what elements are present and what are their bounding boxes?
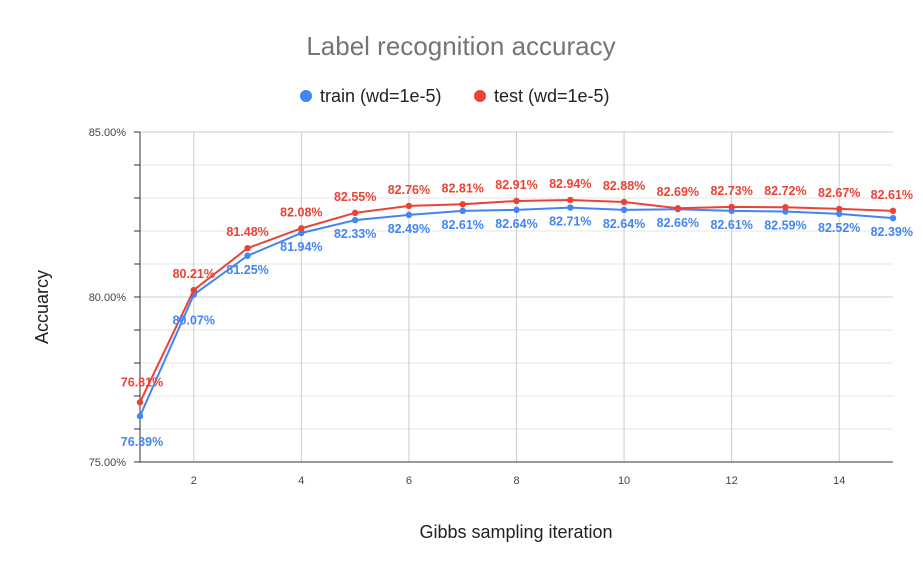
data-point-test	[351, 209, 359, 217]
y-tick-label: 75.00%	[89, 457, 127, 469]
data-label-train: 82.49%	[388, 222, 430, 236]
data-label-train: 82.39%	[871, 225, 913, 239]
data-label-train: 82.61%	[710, 218, 752, 232]
data-label-test: 82.88%	[603, 179, 645, 193]
legend-label-test: test (wd=1e-5)	[494, 86, 610, 106]
x-axis-title: Gibbs sampling iteration	[419, 522, 612, 542]
x-tick-label: 8	[513, 475, 519, 487]
x-tick-label: 6	[406, 475, 412, 487]
chart-title: Label recognition accuracy	[306, 31, 615, 61]
data-point-test	[674, 205, 682, 212]
x-tick-label: 10	[618, 475, 630, 487]
data-label-train: 82.66%	[657, 216, 699, 230]
legend-marker-test	[474, 90, 486, 102]
data-label-test: 80.21%	[173, 267, 215, 281]
data-label-test: 81.48%	[226, 225, 268, 239]
data-point-test	[136, 399, 144, 406]
data-point-test	[190, 286, 197, 294]
data-label-test: 82.67%	[818, 186, 860, 200]
data-point-test	[836, 205, 843, 213]
y-tick-labels: 75.00% 80.00% 85.00%	[89, 127, 127, 469]
data-labels: 76.39% 80.07% 81.25% 81.94% 82.33% 82.49% 82.6…	[121, 177, 913, 449]
data-label-train: 81.94%	[280, 240, 322, 254]
legend-label-train: train (wd=1e-5)	[320, 86, 442, 106]
data-label-test: 82.61%	[871, 188, 913, 202]
data-label-test: 82.08%	[280, 205, 322, 219]
data-point-train	[836, 210, 843, 218]
data-point-train	[405, 211, 413, 219]
x-tick-label: 4	[298, 475, 304, 487]
axes	[134, 131, 893, 463]
data-point-test	[513, 197, 520, 205]
data-label-test: 82.76%	[388, 183, 430, 197]
x-tick-label: 14	[833, 475, 845, 487]
legend: train (wd=1e-5) test (wd=1e-5)	[300, 86, 610, 106]
data-label-train: 76.39%	[121, 435, 163, 449]
data-point-train	[136, 412, 144, 420]
x-tick-label: 2	[191, 475, 197, 487]
data-point-train	[298, 229, 305, 237]
data-label-train: 82.71%	[549, 215, 591, 229]
data-label-train: 81.25%	[226, 263, 268, 277]
y-axis-title: Accuarcy	[32, 270, 52, 344]
data-label-test: 82.94%	[549, 177, 591, 191]
data-point-train	[351, 216, 359, 224]
x-tick-label: 12	[726, 475, 738, 487]
data-point-test	[620, 198, 628, 206]
data-label-train: 82.64%	[603, 217, 645, 231]
data-label-test: 82.72%	[764, 184, 806, 198]
data-label-train: 82.61%	[442, 218, 484, 232]
grid	[140, 131, 893, 463]
data-label-test: 82.55%	[334, 190, 376, 204]
data-point-test	[405, 202, 413, 210]
data-point-train	[459, 207, 466, 215]
series-lines	[136, 196, 897, 420]
data-point-test	[782, 204, 789, 211]
data-label-train: 82.59%	[764, 219, 806, 233]
data-point-test	[459, 201, 466, 208]
data-label-test: 82.69%	[657, 185, 699, 199]
data-point-train	[567, 204, 574, 211]
data-label-train: 82.33%	[334, 227, 376, 241]
y-tick-label: 80.00%	[89, 292, 127, 304]
data-point-test	[298, 225, 305, 232]
data-label-train: 80.07%	[173, 314, 215, 328]
data-point-test	[728, 203, 735, 211]
data-label-train: 82.64%	[495, 217, 537, 231]
data-label-train: 82.52%	[818, 221, 860, 235]
data-label-test: 82.73%	[710, 184, 752, 198]
data-point-train	[244, 252, 251, 259]
data-point-train	[620, 206, 628, 214]
data-label-test: 76.81%	[121, 375, 163, 389]
y-tick-label: 85.00%	[89, 127, 127, 139]
data-label-test: 82.81%	[442, 181, 484, 195]
legend-marker-train	[300, 90, 312, 102]
data-point-test	[567, 196, 574, 204]
data-point-train	[513, 206, 520, 214]
data-label-test: 82.91%	[495, 178, 537, 192]
data-point-train	[889, 214, 897, 222]
data-point-test	[889, 207, 897, 215]
data-point-test	[244, 244, 251, 252]
x-tick-labels: 2 4 6 8 10 12 14	[191, 475, 846, 487]
